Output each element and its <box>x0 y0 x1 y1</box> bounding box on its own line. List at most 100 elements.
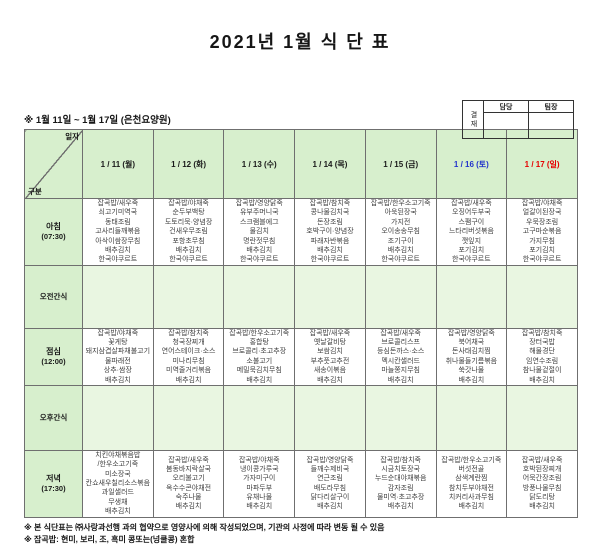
menu-item: 잡곡밥/새우죽 <box>168 456 209 464</box>
menu-item: 잡곡밥/영양닭죽 <box>306 456 354 464</box>
meal-name: 저녁 <box>46 474 61 483</box>
day-header: 1 / 16 (토) <box>435 129 508 199</box>
footer-notes: ※ 본 식단표는 ㈜사랑과선행 과의 협약으로 영양사에 의해 작성되었으며, … <box>24 522 600 546</box>
menu-item: 들깨수제비국 <box>310 465 350 473</box>
menu-item: 잡곡밥/야채죽 <box>238 456 280 464</box>
menu-item: 삼색계란찜 <box>455 475 488 483</box>
menu-cell: 잡곡밥/야채죽 꽃게탕 돼지삼겹살파채불고기 물파래전 상추·쌈장 배추김치 <box>82 327 154 386</box>
day-header: 1 / 17 (일) <box>506 129 578 199</box>
menu-cell <box>435 384 508 451</box>
menu-item: 고사리들깨볶음 <box>95 228 141 236</box>
menu-item: 취나물들기름볶음 <box>445 357 498 365</box>
menu-item: 가자미구이 <box>243 475 276 483</box>
menu-item: 청국장찌개 <box>172 339 205 346</box>
approval-box: 결재 담당 팀장 <box>462 100 574 139</box>
menu-cell <box>364 384 437 451</box>
menu-item: 옥수수콘야채전 <box>166 484 212 492</box>
menu-item: 마파두부 <box>246 484 273 492</box>
menu-item: 잡곡밥/영양닭죽 <box>235 200 283 207</box>
menu-item: 새송이볶음 <box>313 367 347 375</box>
menu-item: 호박구이·양념장 <box>306 228 354 236</box>
menu-item: 오리불고기 <box>172 475 205 483</box>
menu-item: 동태조림 <box>104 218 131 226</box>
meal-name: 점심 <box>46 347 61 357</box>
menu-item: 미나리무침 <box>172 357 205 365</box>
meal-row-label: 오후간식 <box>24 384 83 451</box>
menu-item: 어묵간장조림 <box>522 475 562 483</box>
meal-row-label: 점심 (12:00) <box>24 327 83 386</box>
menu-item: 유채나물 <box>246 494 273 502</box>
menu-item: 잡곡밥/참치죽 <box>380 456 421 464</box>
menu-item: 홍합탕 <box>249 339 269 346</box>
menu-item: 아삭이쌈장무침 <box>95 237 141 245</box>
menu-item: 한국야쿠르트 <box>522 256 562 264</box>
menu-item: 방풍나물무침 <box>522 484 562 492</box>
approval-col-teamlead: 팀장 <box>528 100 574 113</box>
menu-item: 치커리사과무침 <box>448 494 494 502</box>
menu-item: 배추김치 <box>104 246 131 254</box>
menu-item: 호박된장찌개 <box>522 465 562 473</box>
meal-time: (12:00) <box>41 357 66 367</box>
note-line: ※ 본 식단표는 ㈜사랑과선행 과의 협약으로 영양사에 의해 작성되었으며, … <box>24 522 385 532</box>
menu-cell: 잡곡밥/새우죽 봄동바지락살국 오리불고기 옥수수콘야채전 숙주나물 배추김치 <box>152 449 225 518</box>
menu-item: 참치두부야채전 <box>448 484 494 492</box>
menu-item: 배추김치 <box>317 376 343 384</box>
menu-item: 포기김치 <box>529 246 555 254</box>
menu-cell <box>82 384 154 451</box>
menu-item: 배추김치 <box>175 503 202 511</box>
menu-item: 오징어두부국 <box>452 209 491 217</box>
menu-item: 배추김치 <box>175 246 202 254</box>
menu-item: 스팸구이 <box>458 218 485 226</box>
approval-col-manager: 담당 <box>483 100 529 113</box>
week-range-subtitle: ※ 1월 11일 ~ 1월 17일 (은천요양원) <box>24 115 171 126</box>
menu-cell: 잡곡밥/참치죽 시금치토장국 누드순대야채볶음 감자조림 물미역·초고추장 배추김치 <box>364 449 437 518</box>
menu-cell: 잡곡밥/새우죽 오징어두부국 스팸구이 느타리버섯볶음 깻잎지 포기김치 한국야쿠르트 <box>435 198 508 266</box>
menu-item: 한국야쿠르트 <box>169 256 208 264</box>
menu-item: 잡곡밥/새우죽 <box>309 329 351 337</box>
menu-item: 배추김치 <box>458 503 485 511</box>
menu-item: 잡곡밥/한우소고기죽 <box>370 200 431 207</box>
menu-cell: 잡곡밥/영양닭죽 유부주머니국 스크램블에그 물김치 명란젓무침 배추김치 한국야쿠르트 <box>223 198 296 266</box>
menu-item: 한국야쿠르트 <box>239 256 279 264</box>
approval-sign-cell <box>483 112 529 139</box>
menu-item: 과일샐러드 <box>101 489 134 497</box>
menu-item: 물미역·초고추장 <box>376 494 425 502</box>
menu-item: 고구마순볶음 <box>522 228 562 236</box>
menu-item: 브로콜리·초고추장 <box>232 348 287 356</box>
menu-item: 순두부백탕 <box>172 209 205 217</box>
menu-item: 꽃게탕 <box>108 339 128 346</box>
menu-cell: 잡곡밥/한우소고기죽 홍합탕 브로콜리·초고추장 소불고기 메밀묵김치무침 배추김치 <box>223 327 296 386</box>
menu-cell: 치킨야채볶음밥/한우소고기죽 미소장국 칸쇼새우칠리소스볶음 과일샐러드 무생채 배추김치 <box>82 449 154 518</box>
menu-item: 배추김치 <box>317 246 343 254</box>
meal-name: 아침 <box>46 222 61 232</box>
day-header: 1 / 12 (화) <box>152 129 225 199</box>
menu-item: 잡곡밥/야채죽 <box>168 200 209 207</box>
menu-item: 잡곡밥/참치죽 <box>168 329 209 337</box>
menu-item: 돈사태김치찜 <box>452 348 491 356</box>
approval-sign-cell <box>528 112 574 139</box>
menu-item: 쇠고기미역국 <box>98 209 138 217</box>
menu-item: 우묵장조림 <box>526 218 559 226</box>
menu-item: 도토리묵·양념장 <box>164 218 213 226</box>
corner-label-category: 구분 <box>28 187 42 196</box>
menu-item: 냉이콩가루국 <box>239 465 279 473</box>
menu-item: 미소장국 <box>104 470 131 478</box>
menu-item: 스크램블에그 <box>239 218 279 226</box>
menu-item: 등심돈까스·소스 <box>376 348 425 356</box>
menu-item: 배추김치 <box>246 503 273 511</box>
meal-time: (07:30) <box>41 232 66 242</box>
menu-item: 포항초무침 <box>172 237 205 245</box>
menu-item: 잡곡밥/참치죽 <box>521 329 563 337</box>
menu-cell <box>223 384 296 451</box>
menu-item: 임연수조림 <box>526 357 559 365</box>
menu-cell: 잡곡밥/한우소고기죽 아욱된장국 가지전 오이송송무침 조기구이 배추김치 한국야쿠르트 <box>364 198 437 266</box>
menu-cell: 잡곡밥/참치죽 청국장찌개 연어스테이크·소스 미나리무침 미역줄거리볶음 배추김치 <box>152 327 225 386</box>
corner-label-date: 일자 <box>65 132 79 141</box>
menu-item: 파래자반볶음 <box>310 237 350 245</box>
menu-item: 배추김치 <box>317 503 343 511</box>
menu-cell: 잡곡밥/참치죽 콩나물김치국 돈장조림 호박구이·양념장 파래자반볶음 배추김치 한국야쿠르… <box>294 198 366 266</box>
day-header: 1 / 11 (월) <box>82 129 154 199</box>
menu-item: 잡곡밥/한우소고기죽 <box>441 456 502 464</box>
menu-item: 돈장조림 <box>317 218 343 226</box>
